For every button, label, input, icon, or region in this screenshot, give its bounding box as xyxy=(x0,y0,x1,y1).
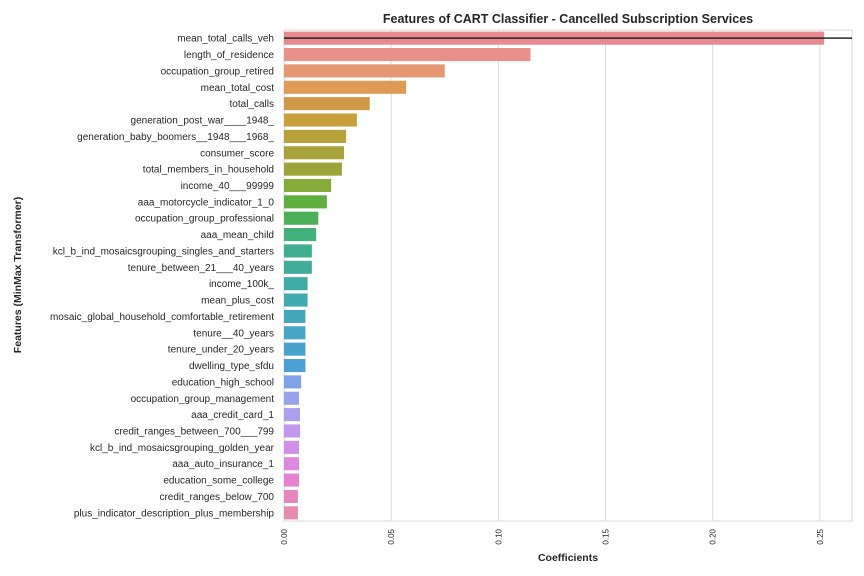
bar xyxy=(284,440,300,454)
bar xyxy=(284,293,308,307)
x-tick-label: 0.25 xyxy=(816,528,825,544)
category-label: dwelling_type_sfdu xyxy=(189,361,274,372)
bar xyxy=(284,80,407,94)
grid-lines xyxy=(283,29,853,522)
category-label: tenure_between_21___40_years xyxy=(128,263,274,274)
category-label: total_calls xyxy=(230,99,274,110)
bar xyxy=(284,489,298,503)
bar xyxy=(284,457,300,471)
category-label: tenure_under_20_years xyxy=(168,345,274,356)
x-tick-label: 0.10 xyxy=(494,528,503,544)
x-tick-label: 0.15 xyxy=(602,528,611,544)
bar xyxy=(284,375,302,389)
bar xyxy=(284,211,319,225)
category-label: aaa_mean_child xyxy=(201,230,274,241)
bar xyxy=(284,277,308,291)
bar xyxy=(284,424,301,438)
category-labels: mean_total_calls_veh length_of_residenceo… xyxy=(50,34,275,520)
bar xyxy=(284,146,345,160)
chart-title: Features of CART Classifier - Cancelled … xyxy=(383,12,753,26)
x-axis-label: Coefficients xyxy=(538,552,598,564)
category-label: credit_ranges_between_700___799 xyxy=(114,426,274,437)
category-label: aaa_credit_card_1 xyxy=(191,410,274,421)
bar xyxy=(284,228,317,242)
category-label: total_members_in_household xyxy=(143,165,274,176)
category-label: aaa_motorcycle_indicator_1_0 xyxy=(138,197,275,208)
category-label: tenure__40_years xyxy=(193,328,274,339)
category-label: plus_indicator_description_plus_membersh… xyxy=(74,508,275,519)
bar xyxy=(284,408,301,422)
category-label: income_40___99999 xyxy=(181,181,275,192)
bar xyxy=(284,97,370,111)
bar xyxy=(284,326,306,340)
bar xyxy=(284,178,332,193)
bars xyxy=(284,31,825,520)
bar xyxy=(284,162,342,176)
bar xyxy=(284,342,306,356)
category-label: credit_ranges_below_700 xyxy=(159,492,274,503)
category-label: length_of_residence xyxy=(184,50,275,61)
bar xyxy=(284,358,306,373)
x-tick-labels: 0.00 0.05 0.10 0.15 0.20 0.25 xyxy=(280,528,825,544)
bar xyxy=(284,309,306,323)
bar xyxy=(284,48,531,62)
category-label: occupation_group_retired xyxy=(161,66,274,77)
category-label: income_100k_ xyxy=(209,279,274,290)
category-label: education_some_college xyxy=(163,476,274,487)
category-label: aaa_auto_insurance_1 xyxy=(172,459,274,470)
category-label: generation_baby_boomers__1948___1968_ xyxy=(77,132,274,143)
category-label: generation_post_war____1948_ xyxy=(131,116,275,127)
category-label: mean_plus_cost xyxy=(201,296,274,307)
bar xyxy=(284,473,300,487)
category-label: kcl_b_ind_mosaicsgrouping_golden_year xyxy=(90,443,275,454)
x-tick-label: 0.00 xyxy=(280,528,289,544)
bar xyxy=(284,113,357,127)
plot-frame xyxy=(283,29,853,522)
category-label: occupation_group_professional xyxy=(135,214,274,225)
y-axis-label: Features (MinMax Transformer) xyxy=(12,197,24,353)
bar xyxy=(284,391,300,405)
category-label: consumer_score xyxy=(200,148,274,159)
category-label: mean_total_calls_veh xyxy=(177,34,274,45)
category-label: mean_total_cost xyxy=(201,83,275,94)
category-label: mosaic_global_household_comfortable_reti… xyxy=(50,312,274,323)
bar xyxy=(284,260,312,274)
bar xyxy=(284,129,347,143)
category-label: education_high_school xyxy=(172,377,274,388)
category-label: kcl_b_ind_mosaicsgrouping_singles_and_st… xyxy=(53,246,274,257)
bar xyxy=(284,64,445,78)
x-tick-label: 0.05 xyxy=(387,528,396,544)
bar xyxy=(284,244,312,258)
bar xyxy=(284,506,298,520)
category-label: occupation_group_management xyxy=(131,394,275,405)
bar xyxy=(284,195,327,209)
x-tick-label: 0.20 xyxy=(709,528,718,544)
